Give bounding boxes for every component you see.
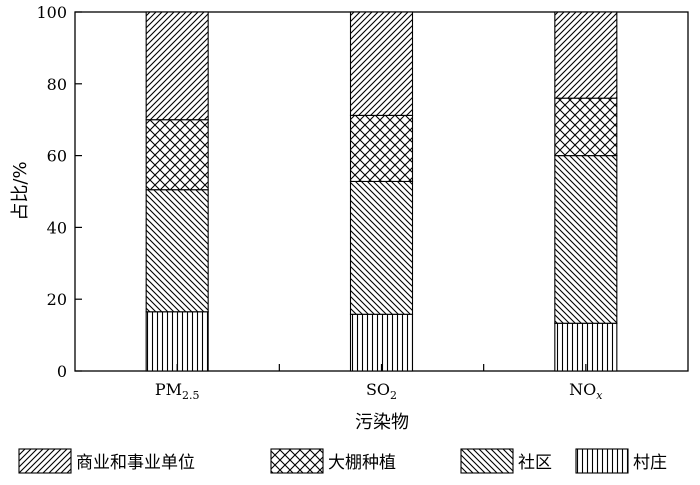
bar-segment xyxy=(349,114,414,182)
bar-segment xyxy=(145,311,209,372)
legend: 商业和事业单位 大棚种植 社区 村庄 xyxy=(18,448,667,474)
bars-group xyxy=(145,11,618,372)
y-tick-label: 60 xyxy=(47,147,67,166)
bar-segment xyxy=(349,11,414,116)
legend-label: 大棚种植 xyxy=(328,453,396,473)
bar-segment xyxy=(145,119,209,191)
legend-swatch xyxy=(460,448,514,474)
x-axis-ticks: PM2.5 SO2 NOx xyxy=(155,364,603,402)
bar-segment xyxy=(145,189,209,313)
bar-segment xyxy=(554,11,618,99)
x-tick-label: NOx xyxy=(569,380,603,402)
legend-swatch xyxy=(270,448,324,474)
legend-label: 商业和事业单位 xyxy=(76,453,195,473)
legend-label: 社区 xyxy=(518,453,552,473)
legend-swatch xyxy=(575,448,629,474)
bar-segment xyxy=(554,322,618,372)
bar-segment xyxy=(349,180,414,315)
bar-segment xyxy=(554,155,618,324)
x-tick-label: PM2.5 xyxy=(155,380,200,402)
y-axis-title: 占比/% xyxy=(10,161,31,220)
x-tick-label: SO2 xyxy=(366,380,397,402)
y-tick-label: 100 xyxy=(36,3,67,22)
bar-segment xyxy=(349,313,414,372)
legend-label: 村庄 xyxy=(633,453,667,473)
y-tick-label: 80 xyxy=(47,75,67,94)
y-axis-ticks: 0 20 40 60 80 100 xyxy=(36,3,82,381)
x-axis-title: 污染物 xyxy=(355,412,409,433)
y-tick-label: 40 xyxy=(47,218,67,237)
bar-segment xyxy=(145,11,209,121)
legend-swatch xyxy=(18,448,72,474)
bar-segment xyxy=(554,97,618,157)
y-tick-label: 20 xyxy=(47,290,67,309)
y-tick-label: 0 xyxy=(57,362,67,381)
